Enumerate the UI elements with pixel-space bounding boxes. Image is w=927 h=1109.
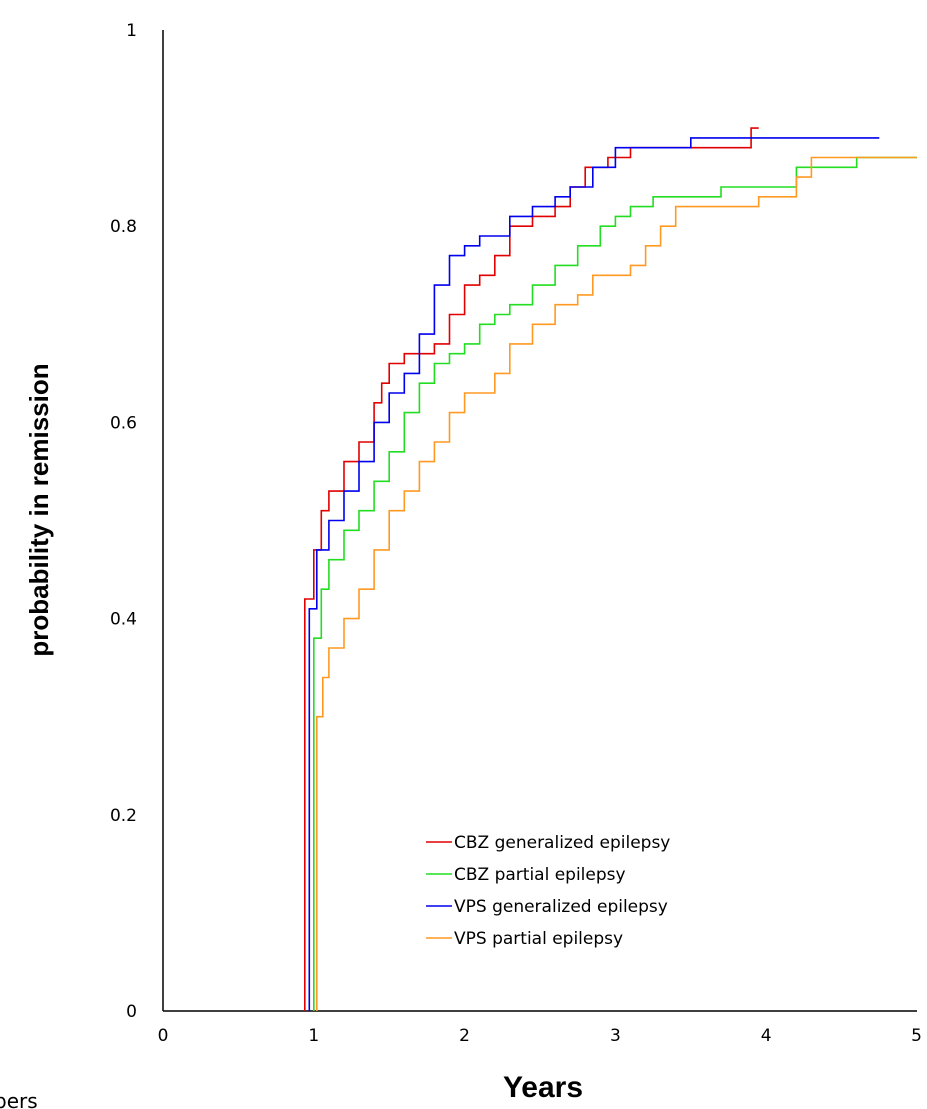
x-tick-labels: 0 1 2 3 4 5 bbox=[158, 1026, 922, 1046]
x-tick-label: 0 bbox=[158, 1026, 169, 1046]
y-tick-label: 1 bbox=[126, 21, 137, 41]
series-line-4 bbox=[316, 156, 917, 1011]
x-tick-label: 2 bbox=[459, 1026, 470, 1046]
y-tick-label: 0.2 bbox=[110, 806, 137, 826]
series-line-3 bbox=[308, 137, 880, 1011]
x-axis-title: Years bbox=[503, 1071, 583, 1104]
legend-label: VPS generalized epilepsy bbox=[454, 897, 668, 917]
legend-label: VPS partial epilepsy bbox=[454, 929, 623, 949]
series-line-2 bbox=[313, 156, 917, 1011]
y-tick-label: 0.6 bbox=[110, 413, 137, 433]
x-tick-label: 3 bbox=[610, 1026, 621, 1046]
y-tick-label: 0 bbox=[126, 1002, 137, 1022]
legend: CBZ generalized epilepsy CBZ partial epil… bbox=[426, 833, 670, 949]
legend-label: CBZ partial epilepsy bbox=[454, 865, 626, 885]
x-tick-label: 5 bbox=[911, 1026, 922, 1046]
series-lines bbox=[304, 127, 917, 1011]
y-axis-title: probability in remission bbox=[24, 363, 54, 656]
y-tick-labels: 0 0.2 0.4 0.6 0.8 1 bbox=[110, 21, 137, 1022]
y-tick-label: 0.4 bbox=[110, 610, 137, 630]
legend-label: CBZ generalized epilepsy bbox=[454, 833, 670, 853]
x-tick-label: 4 bbox=[761, 1026, 772, 1046]
axes bbox=[162, 30, 917, 1012]
x-tick-label: 1 bbox=[308, 1026, 319, 1046]
series-line-1 bbox=[304, 127, 759, 1011]
y-tick-label: 0.8 bbox=[110, 217, 137, 237]
cut-off-text: pers bbox=[0, 1089, 38, 1109]
